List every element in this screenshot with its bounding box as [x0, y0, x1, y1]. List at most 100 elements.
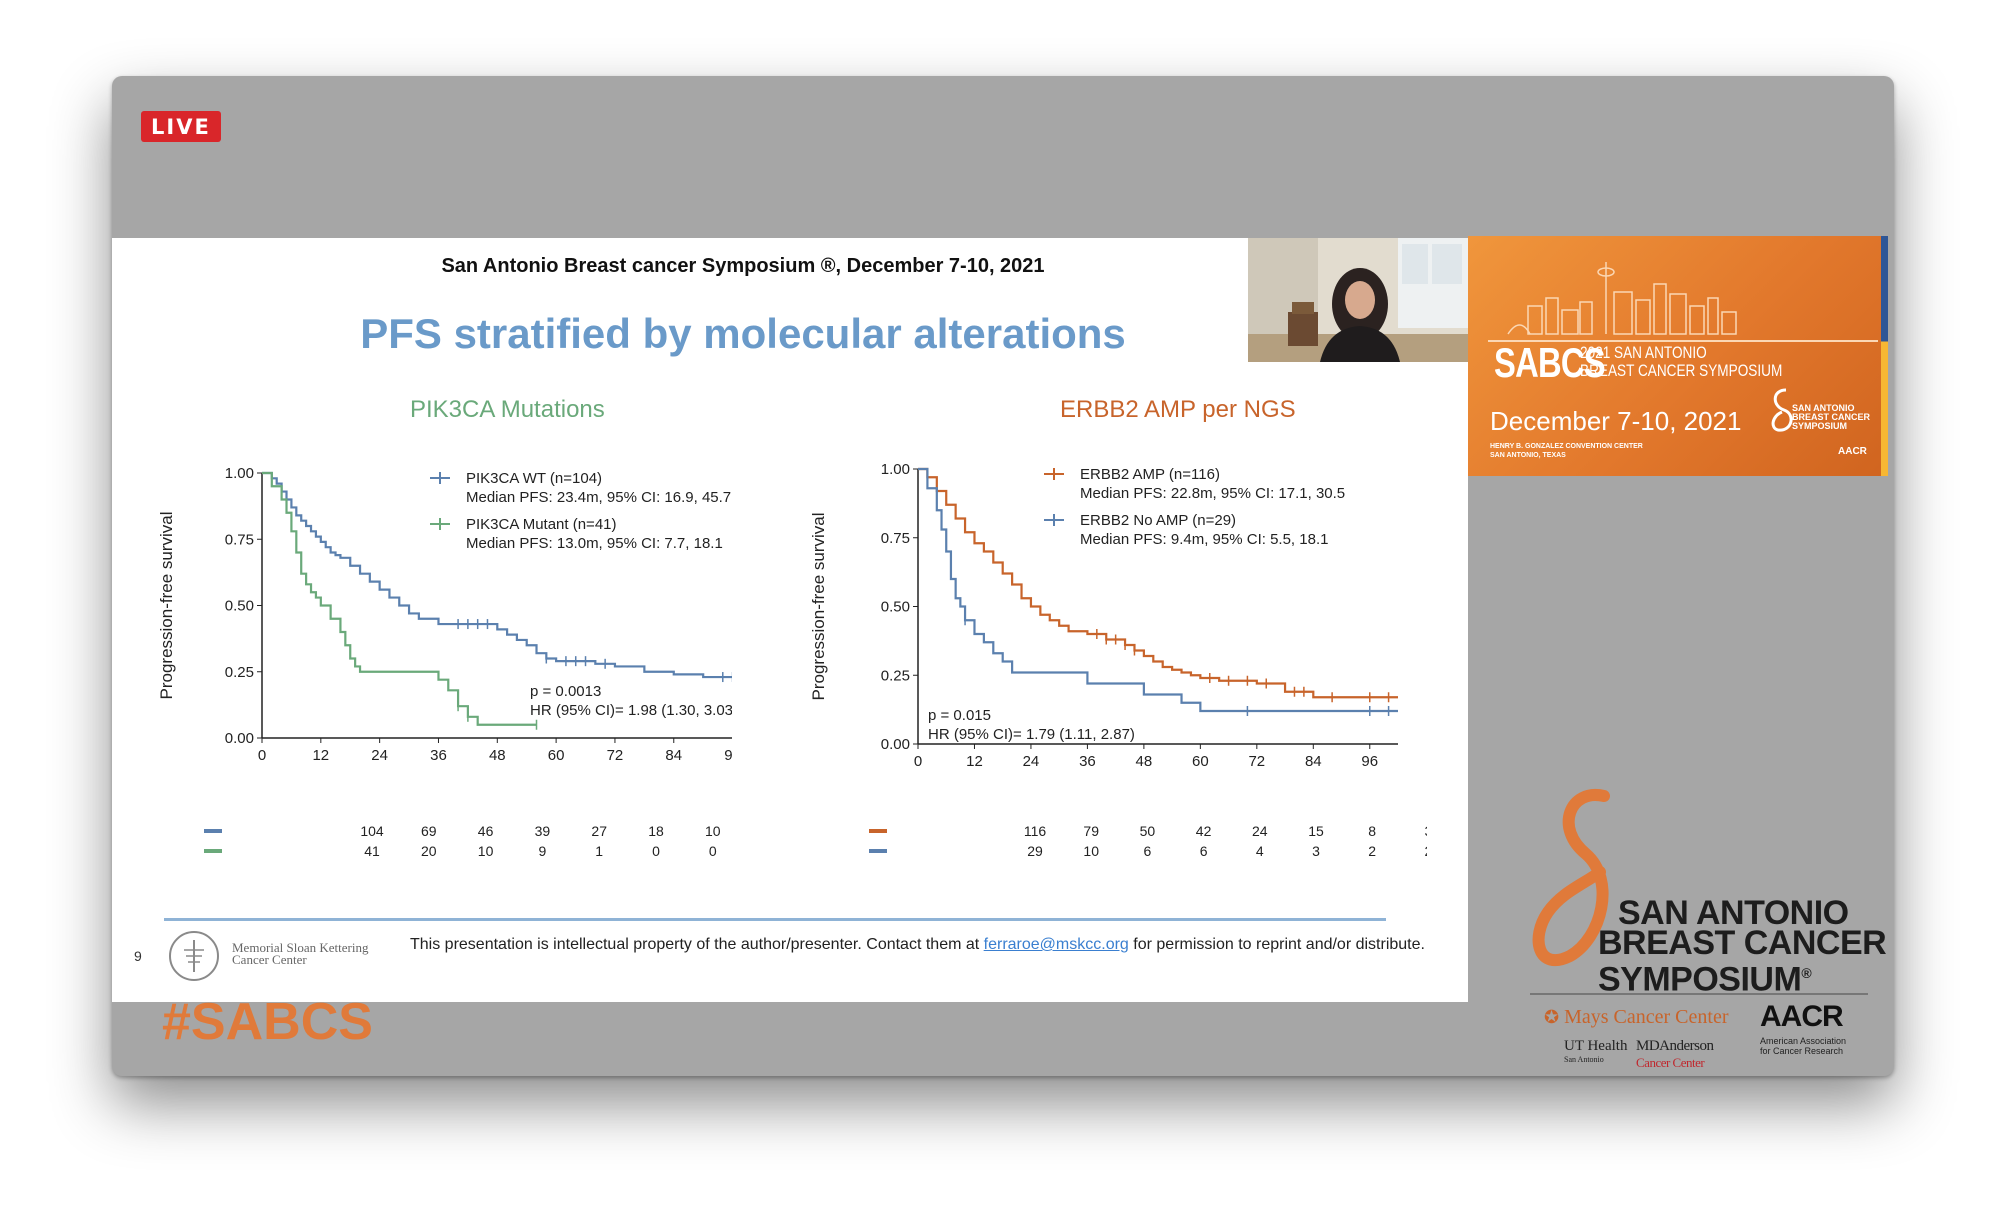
y-tick-label: 0.75	[881, 530, 910, 547]
at-risk-value: 2	[1425, 843, 1427, 859]
x-tick-label: 84	[665, 747, 682, 764]
at-risk-value: 15	[1308, 823, 1324, 839]
right-panel-title: ERBB2 AMP per NGS	[1060, 396, 1296, 423]
at-risk-value: 39	[535, 823, 551, 839]
at-risk-value: 9	[539, 843, 547, 859]
x-tick-label: 60	[1192, 753, 1209, 768]
legend-detail: Median PFS: 22.8m, 95% CI: 17.1, 30.5	[1080, 485, 1345, 502]
km-curve-series-0	[262, 471, 732, 679]
x-tick-label: 0	[258, 747, 266, 764]
banner-subtitle: 2021 SAN ANTONIO BREAST CANCER SYMPOSIUM	[1580, 344, 1782, 380]
x-tick-label: 48	[1136, 753, 1153, 768]
sabcs-banner: SABCS 2021 SAN ANTONIO BREAST CANCER SYM…	[1468, 236, 1888, 476]
banner-mini-sponsor: AACR	[1838, 446, 1867, 457]
page-number: 9	[134, 948, 142, 964]
at-risk-value: 42	[1196, 823, 1212, 839]
at-risk-value: 3	[1425, 823, 1427, 839]
banner-mini-logo: SAN ANTONIO BREAST CANCER SYMPOSIUM	[1792, 404, 1870, 431]
banner-mini-logo-line2: BREAST CANCER	[1792, 412, 1871, 422]
sponsor-mays: ✪ Mays Cancer Center	[1544, 1006, 1728, 1029]
sponsor-mdanderson-label: MDAnderson	[1636, 1038, 1714, 1054]
at-risk-value: 50	[1140, 823, 1156, 839]
x-tick-label: 36	[430, 747, 447, 764]
copyright-text: This presentation is intellectual proper…	[410, 936, 980, 953]
x-tick-label: 48	[489, 747, 506, 764]
x-tick-label: 60	[548, 747, 565, 764]
at-risk-value: 79	[1083, 823, 1099, 839]
x-tick-label: 96	[724, 747, 732, 764]
legend-detail: Median PFS: 13.0m, 95% CI: 7.7, 18.1	[466, 535, 723, 552]
contact-email-link[interactable]: ferraroe@mskcc.org	[983, 936, 1129, 953]
sponsor-aacr-sub2: for Cancer Research	[1760, 1046, 1844, 1056]
y-tick-label: 0.25	[225, 664, 254, 681]
sponsor-ut-health-sub: San Antonio	[1564, 1055, 1604, 1064]
at-risk-value: 8	[1368, 823, 1376, 839]
y-tick-label: 1.00	[225, 465, 254, 482]
km-curve-series-1	[262, 471, 537, 726]
video-player-window: LIVE San Antonio Breast cancer Symposium…	[112, 76, 1894, 1076]
banner-mini-logo-line3: SYMPOSIUM	[1792, 421, 1848, 431]
msk-logo-icon	[169, 931, 219, 981]
y-axis-title: Progression-free survival	[157, 511, 176, 699]
banner-sabcs-logo: SABCS	[1494, 339, 1606, 386]
banner-venue: HENRY B. GONZALEZ CONVENTION CENTER SAN …	[1490, 442, 1643, 460]
legend-detail: Median PFS: 9.4m, 95% CI: 5.5, 18.1	[1080, 531, 1328, 548]
sponsor-aacr: AACR	[1760, 1000, 1844, 1033]
at-risk-value: 116	[1024, 823, 1047, 839]
y-tick-label: 0.00	[881, 736, 910, 753]
left-panel-title: PIK3CA Mutations	[410, 396, 605, 423]
km-curve-series-0	[918, 467, 1398, 699]
at-risk-table-erbb2: 116795042241583229106643221	[869, 823, 1427, 859]
sponsor-mdanderson: MDAnderson Cancer Center	[1636, 1038, 1714, 1071]
presentation-slide: San Antonio Breast cancer Symposium ®, D…	[112, 238, 1468, 1002]
km-curve-series-1	[918, 467, 1398, 713]
hashtag-sabcs: #SABCS	[162, 993, 373, 1051]
at-risk-value: 29	[1027, 843, 1043, 859]
sponsor-mays-label: Mays Cancer Center	[1564, 1006, 1729, 1028]
at-risk-value: 0	[652, 843, 660, 859]
legend-label: ERBB2 No AMP (n=29)	[1080, 512, 1236, 529]
banner-subtitle-line2: BREAST CANCER SYMPOSIUM	[1580, 361, 1783, 380]
x-tick-label: 72	[607, 747, 624, 764]
sponsor-ut-health: UT Health San Antonio	[1564, 1038, 1627, 1064]
legend-label: PIK3CA WT (n=104)	[466, 470, 602, 487]
km-chart-erbb2: 012243648607284960.000.250.500.751.00Mon…	[809, 461, 1398, 768]
x-tick-label: 24	[371, 747, 388, 764]
presenter-video-icon	[1248, 238, 1468, 362]
at-risk-value: 1	[595, 843, 603, 859]
side-logo-line2: BREAST CANCER	[1598, 924, 1887, 962]
sponsor-aacr-sub1: American Association	[1760, 1036, 1847, 1046]
skyline-icon	[1507, 262, 1737, 335]
x-tick-label: 12	[312, 747, 329, 764]
y-tick-label: 0.75	[225, 531, 254, 548]
legend-label: ERBB2 AMP (n=116)	[1080, 466, 1220, 483]
x-tick-label: 0	[914, 753, 922, 768]
legend-label: PIK3CA Mutant (n=41)	[466, 516, 617, 533]
banner-venue-line2: SAN ANTONIO, TEXAS	[1490, 452, 1566, 459]
x-tick-label: 84	[1305, 753, 1322, 768]
copyright-notice: This presentation is intellectual proper…	[410, 936, 1425, 954]
y-tick-label: 0.50	[881, 599, 910, 616]
mays-shield-icon: ✪	[1544, 1007, 1560, 1027]
x-tick-label: 36	[1079, 753, 1096, 768]
copyright-text-end: for permission to reprint and/or distrib…	[1133, 936, 1425, 953]
side-logo-registered: ®	[1801, 965, 1812, 981]
at-risk-value: 10	[478, 843, 494, 859]
sponsor-ut-health-label: UT Health	[1564, 1038, 1628, 1054]
y-tick-label: 0.50	[225, 598, 254, 615]
x-tick-label: 96	[1361, 753, 1378, 768]
banner-venue-line1: HENRY B. GONZALEZ CONVENTION CENTER	[1490, 443, 1643, 450]
at-risk-value: 104	[360, 823, 384, 839]
banner-divider	[1488, 340, 1878, 342]
x-tick-label: 72	[1248, 753, 1265, 768]
side-logo-line3-text: SYMPOSIUM	[1598, 960, 1802, 999]
at-risk-table-pik3ca: 10469463927181053412010910000	[204, 823, 721, 859]
y-tick-label: 0.25	[881, 667, 910, 684]
km-chart-pik3ca: 012243648607284960.000.250.500.751.00Mon…	[157, 465, 732, 764]
hazard-ratio-annotation: HR (95% CI)= 1.98 (1.30, 3.03)	[530, 702, 732, 719]
sponsor-mdanderson-sub: Cancer Center	[1636, 1055, 1705, 1070]
live-badge: LIVE	[141, 111, 221, 142]
presenter-webcam-feed	[1248, 238, 1468, 362]
hazard-ratio-annotation: HR (95% CI)= 1.79 (1.11, 2.87)	[928, 726, 1135, 743]
banner-subtitle-line1: 2021 SAN ANTONIO	[1580, 343, 1707, 362]
